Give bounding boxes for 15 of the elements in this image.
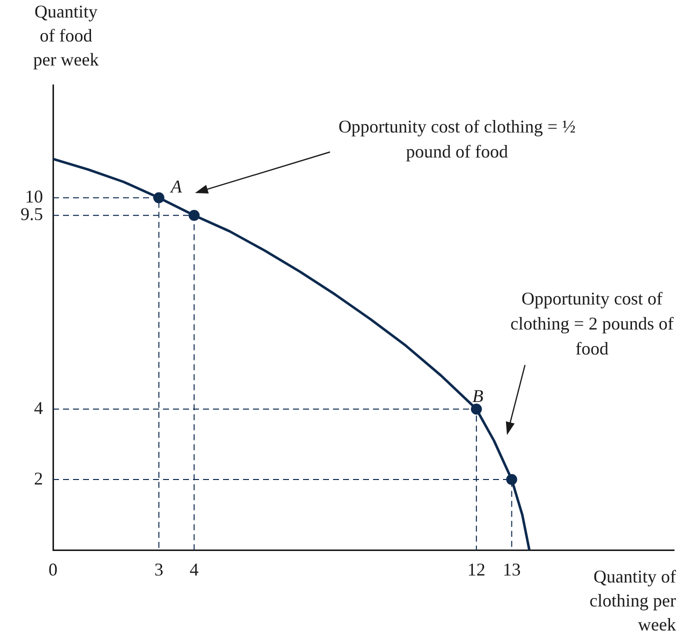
x-axis-title: Quantity of clothing per week xyxy=(590,566,676,635)
annotation: Opportunity cost of clothing = ½ pound of food xyxy=(338,116,576,162)
annotation: B xyxy=(472,386,484,406)
annotation: A xyxy=(170,176,183,196)
x-tick-label: 0 xyxy=(48,560,58,580)
x-tick-label: 13 xyxy=(502,560,521,580)
y-tick-label: 10 xyxy=(25,186,43,206)
x-tick-label: 3 xyxy=(154,560,164,580)
x-tick-label: 12 xyxy=(467,560,486,580)
annotation: Opportunity cost of clothing = 2 pounds of food xyxy=(510,288,674,359)
y-tick-label: 4 xyxy=(34,398,43,418)
y-axis-title: Quantity of food per week xyxy=(33,2,99,70)
y-tick-label: 2 xyxy=(34,468,43,488)
y-tick-label: 9.5 xyxy=(20,204,43,224)
x-tick-label: 4 xyxy=(190,560,199,580)
